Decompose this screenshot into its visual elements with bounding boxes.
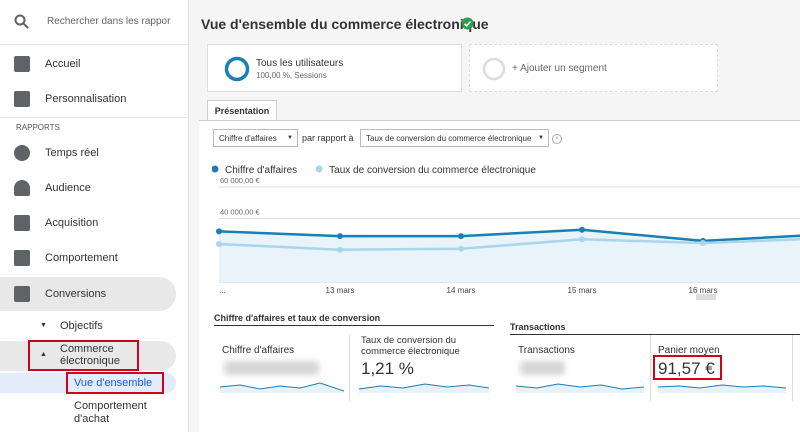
compare-label: par rapport à <box>302 133 354 143</box>
tab[interactable]: Présentation <box>207 100 277 121</box>
legend-dot <box>212 165 219 173</box>
highlight-box <box>28 340 139 371</box>
data-point <box>700 240 706 247</box>
metric-value: 1,21 % <box>361 359 414 378</box>
nav-label: Conversions <box>45 288 107 300</box>
metric-card[interactable]: Chiffre d'affaires <box>214 335 350 401</box>
metric-label: Transactions <box>518 345 575 356</box>
legend-dot <box>315 165 323 173</box>
sub-item[interactable]: Commerce électronique <box>60 343 120 367</box>
clear-button[interactable]: × <box>552 134 562 144</box>
search-input[interactable]: Rechercher dans les rappor <box>47 16 171 27</box>
segment-card[interactable]: Tous les utilisateurs 100,00 %, Sessions <box>207 44 462 92</box>
data-point <box>458 245 464 252</box>
caret: ▼ <box>40 322 47 329</box>
metric-value: 91,57 € <box>658 359 715 378</box>
dropdown-label: Chiffre d'affaires <box>219 133 277 143</box>
add-segment-label: + Ajouter un segment <box>512 63 607 74</box>
search-icon <box>14 14 29 29</box>
highlight-box <box>66 372 164 394</box>
segment-ring <box>224 56 250 82</box>
dropdown-arrow: ▼ <box>538 135 544 141</box>
series-line <box>218 228 800 243</box>
blurred-value <box>224 361 319 375</box>
nav-item[interactable]: Accueil <box>0 47 176 81</box>
metric-label: Panier moyen <box>658 345 720 356</box>
nav-item[interactable]: Acquisition <box>0 206 176 240</box>
dropdown-label: Taux de conversion du commerce électroni… <box>366 133 532 143</box>
data-point <box>579 236 585 243</box>
compare-dropdown[interactable]: Taux de conversion du commerce électroni… <box>360 129 549 147</box>
x-tick-label: 15 mars <box>568 286 597 295</box>
sparkline <box>516 383 644 393</box>
series-line <box>218 237 800 251</box>
metric-card[interactable]: Transactions <box>510 335 651 401</box>
nav-label: Personnalisation <box>45 93 127 105</box>
verified-icon <box>461 17 474 30</box>
sparkline <box>359 383 489 393</box>
section-title: Transactions <box>510 322 800 335</box>
segment-ring-empty <box>482 57 506 81</box>
segment-detail: 100,00 %, Sessions <box>256 71 327 80</box>
data-point <box>216 241 222 247</box>
page-title: Vue d'ensemble du commerce électronique <box>201 16 489 32</box>
nav-item[interactable]: Comportement <box>0 241 176 275</box>
data-point <box>216 228 222 235</box>
metric-card[interactable]: Taux de conversion du commerce électroni… <box>351 335 493 401</box>
data-point <box>458 233 464 240</box>
nav-label: Audience <box>45 182 91 194</box>
metric-card[interactable]: Panier moyen 91,57 € <box>652 335 793 401</box>
caret: ▲ <box>40 351 47 358</box>
x-tick-label: 14 mars <box>447 286 476 295</box>
divider <box>0 117 188 118</box>
nav-label: Accueil <box>45 58 81 70</box>
sub-item[interactable]: Comportement d'achat <box>74 400 147 425</box>
nav-label: Temps réel <box>45 147 99 159</box>
y-tick-label: 60 000,00 € <box>220 176 260 185</box>
section-title: Chiffre d'affaires et taux de conversion <box>214 313 494 326</box>
sub-item-active[interactable]: Vue d'ensemble <box>74 377 153 389</box>
main: Vue d'ensemble du commerce électronique … <box>189 0 800 433</box>
sidebar: Rechercher dans les rappor Accueil Perso… <box>0 0 189 432</box>
legend-label: Chiffre d'affaires <box>225 165 297 176</box>
nav-item[interactable]: Audience <box>0 171 176 205</box>
data-point <box>337 233 343 240</box>
nav-item-selected[interactable]: Conversions <box>0 277 176 311</box>
sub-item[interactable]: Objectifs <box>60 320 103 332</box>
x-tick-label: 16 mars <box>689 286 718 295</box>
sparkline <box>220 382 344 393</box>
data-point <box>579 226 585 233</box>
area <box>219 229 800 282</box>
metric-label: Chiffre d'affaires <box>222 345 295 356</box>
x-tick-label: 13 mars <box>326 286 355 295</box>
data-point <box>337 246 343 253</box>
metric-dropdown[interactable]: Chiffre d'affaires ▼ <box>213 129 298 147</box>
expand-handle <box>696 294 716 300</box>
highlight-box <box>653 355 722 380</box>
y-tick-label: 40 000,00 € <box>220 208 260 217</box>
legend-label: Taux de conversion du commerce électroni… <box>329 165 536 176</box>
chart: Chiffre d'affaires Taux de conversion du … <box>212 165 800 300</box>
nav-label: Acquisition <box>45 217 99 229</box>
blurred-value <box>520 361 565 375</box>
metric-label: Taux de conversion du commerce électroni… <box>361 335 460 357</box>
x-tick-label: ... <box>219 286 226 295</box>
nav-item[interactable]: Personnalisation <box>0 82 176 116</box>
add-segment[interactable]: + Ajouter un segment <box>469 44 718 92</box>
divider <box>0 44 188 45</box>
nav-label: Comportement <box>45 252 118 264</box>
dropdown-arrow: ▼ <box>287 135 293 141</box>
section-label: RAPPORTS <box>16 123 60 132</box>
nav-item[interactable]: Temps réel <box>0 136 176 170</box>
sub-item-bg <box>0 373 176 393</box>
segment-name: Tous les utilisateurs <box>256 58 344 69</box>
sparkline <box>658 384 786 393</box>
